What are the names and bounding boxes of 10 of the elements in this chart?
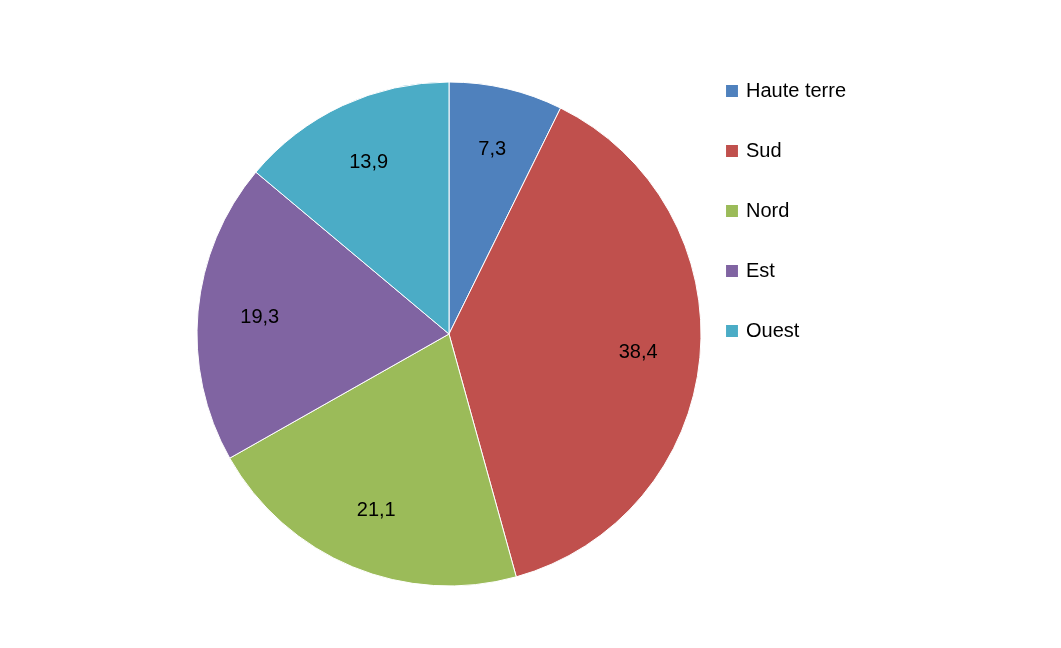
legend-label: Haute terre: [746, 79, 847, 101]
legend-label: Est: [746, 259, 776, 281]
data-label: 19,3: [240, 304, 280, 327]
legend-label: Nord: [746, 199, 790, 221]
data-label: 13,9: [349, 149, 389, 172]
legend-label: Ouest: [746, 319, 800, 341]
legend-label: Sud: [746, 139, 782, 161]
data-label: 7,3: [478, 136, 507, 159]
data-label: 21,1: [356, 497, 396, 520]
data-label: 38,4: [618, 339, 658, 362]
